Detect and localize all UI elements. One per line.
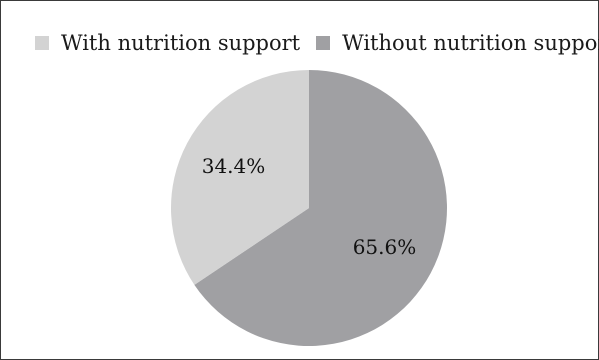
pie-slice-without-nutrition-support xyxy=(194,70,447,347)
legend-swatch-without-nutrition-support xyxy=(316,36,331,50)
legend-item-without-nutrition-support: Without nutrition support xyxy=(316,31,599,55)
legend-swatch-with-nutrition-support xyxy=(35,36,49,50)
pie-label-without-nutrition-support: 65.6% xyxy=(353,235,417,259)
pie-label-with-nutrition-support: 34.4% xyxy=(202,154,266,178)
legend-label-with-nutrition-support: With nutrition support xyxy=(61,31,301,55)
legend-label-without-nutrition-support: Without nutrition support xyxy=(342,31,599,55)
legend-item-with-nutrition-support: With nutrition support xyxy=(35,31,300,55)
pie-slice-with-nutrition-support xyxy=(170,70,309,285)
legend: With nutrition support Without nutrition… xyxy=(35,31,599,55)
